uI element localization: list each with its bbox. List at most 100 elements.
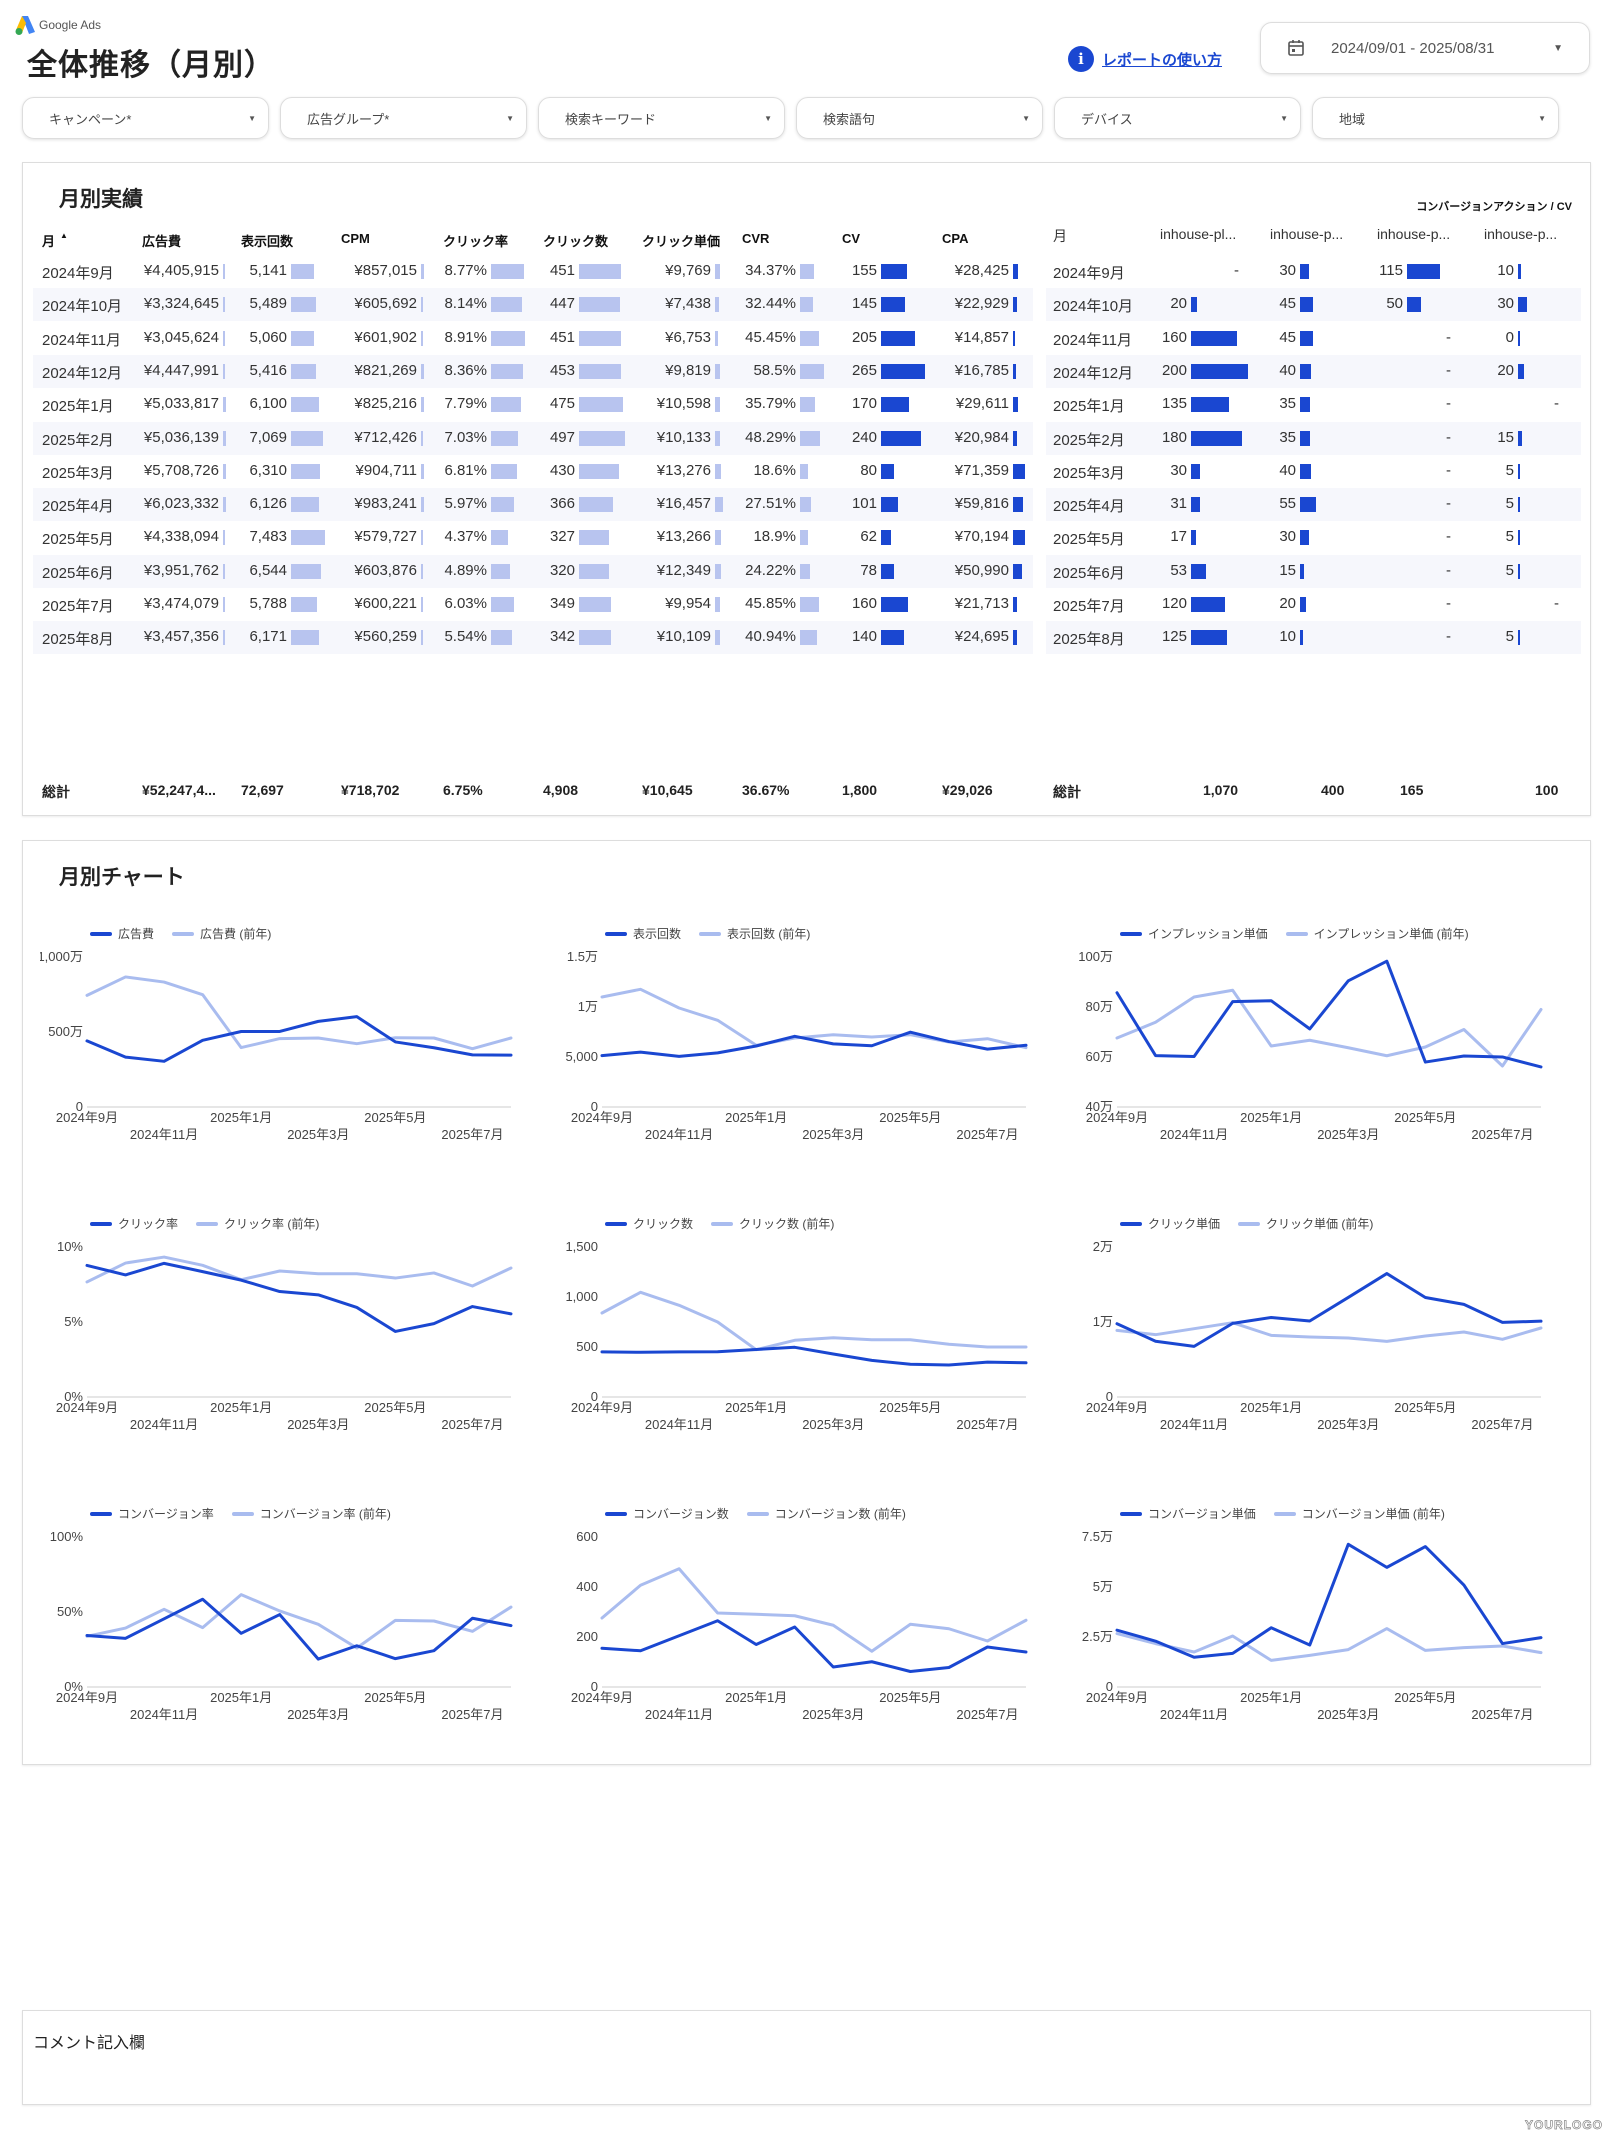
x-tick-label: 2025年3月 [1317, 1127, 1379, 1142]
legend-item[interactable]: 広告費 [90, 925, 154, 942]
comment-panel[interactable]: コメント記入欄 [22, 2010, 1591, 2105]
table-row-bg [1046, 554, 1581, 588]
chart-plot: 0 1万 2万 2024年9月 2024年11月 2025年1月 2025年3月 2025年5… [1086, 1239, 1543, 1432]
sort-asc-icon[interactable]: ▲ [60, 231, 68, 240]
column-header[interactable]: CVR [742, 231, 770, 246]
legend-item[interactable]: インプレッション単価 (前年) [1285, 925, 1469, 942]
legend-item[interactable]: クリック率 (前年) [196, 1215, 319, 1232]
filter-dropdown[interactable]: 検索キーワード ▼ [538, 97, 785, 139]
line-chart: コンバージョン単価 コンバージョン単価 (前年) 0 2.5万 5万 7.5万 2024年9… [1070, 1490, 1590, 1740]
value-cell: ¥9,954 [665, 595, 711, 612]
column-header[interactable]: クリック数 [543, 234, 609, 249]
data-bar [291, 264, 315, 279]
series-line-0 [85, 1597, 513, 1661]
value-cell: ¥5,033,817 [143, 395, 219, 413]
value-cell: ¥4,405,915 [143, 262, 219, 279]
help-link-text[interactable]: レポートの使い方 [1102, 51, 1223, 69]
x-tick-label: 2025年5月 [1394, 1400, 1456, 1415]
column-header[interactable]: クリック率 [443, 234, 509, 249]
legend-item[interactable]: クリック率 [90, 1215, 178, 1232]
column-header[interactable]: 表示回数 [241, 234, 294, 249]
column-header[interactable]: CPM [341, 231, 370, 246]
column-header[interactable]: CV [842, 231, 861, 246]
data-bar [1300, 463, 1312, 479]
filter-dropdown[interactable]: 検索語句 ▼ [796, 97, 1043, 139]
column-header[interactable]: クリック単価 [642, 234, 721, 249]
legend-item[interactable]: コンバージョン率 [90, 1505, 214, 1522]
x-tick-label: 2024年11月 [645, 1127, 713, 1142]
value-cell: 30 [1497, 295, 1514, 313]
value-cell: 135 [1161, 395, 1187, 413]
legend-item[interactable]: 表示回数 [605, 925, 681, 942]
value-cell: ¥50,990 [954, 561, 1009, 579]
y-tick-label: 100万 [1078, 949, 1113, 964]
filter-dropdown[interactable]: 広告グループ* ▼ [280, 97, 527, 139]
x-tick-label: 2024年9月 [571, 1400, 633, 1415]
column-header[interactable]: 月 [42, 234, 56, 249]
legend-item[interactable]: 広告費 (前年) [172, 925, 271, 942]
data-bar [223, 630, 225, 646]
value-cell: 5 [1505, 561, 1514, 579]
filter-dropdown[interactable]: 地域 ▼ [1312, 97, 1559, 139]
column-header[interactable]: 月 [1053, 228, 1067, 244]
data-bar [421, 630, 423, 646]
column-header[interactable]: inhouse-p... [1270, 226, 1344, 242]
y-tick-label: 7.5万 [1082, 1529, 1113, 1544]
month-cell: 2024年9月 [1053, 265, 1125, 282]
legend-item[interactable]: 表示回数 (前年) [699, 925, 810, 942]
chart-legend: コンバージョン率 コンバージョン率 (前年) [90, 1505, 401, 1522]
legend-item[interactable]: コンバージョン数 (前年) [746, 1505, 906, 1522]
value-cell: 160 [851, 595, 877, 612]
value-cell: 20 [1497, 361, 1514, 379]
legend-swatch [90, 1221, 112, 1226]
value-cell: 6,310 [249, 461, 287, 479]
data-bar [491, 297, 523, 313]
empty-cell: - [1554, 395, 1559, 413]
month-cell: 2025年4月 [1053, 498, 1125, 516]
value-cell: 349 [549, 595, 575, 612]
date-range-picker[interactable]: 2024/09/01 - 2025/08/31 ▼ [1260, 22, 1590, 74]
value-cell: ¥983,241 [354, 495, 417, 513]
help-link[interactable]: i レポートの使い方 [1068, 46, 1222, 72]
legend-swatch [1285, 931, 1308, 936]
month-cell: 2025年5月 [1053, 531, 1125, 549]
value-cell: 8.91% [444, 328, 487, 346]
legend-item[interactable]: クリック数 (前年) [711, 1215, 834, 1232]
value-cell: 453 [549, 361, 575, 379]
data-bar [881, 264, 907, 279]
filter-dropdown[interactable]: デバイス ▼ [1054, 97, 1301, 139]
data-bar [715, 563, 721, 579]
data-bar [881, 630, 905, 646]
data-bar [491, 563, 510, 579]
data-bar [223, 530, 226, 546]
data-bar [1013, 530, 1025, 546]
value-cell: 5,060 [249, 328, 287, 346]
data-bar [579, 597, 612, 612]
filter-dropdown[interactable]: キャンペーン* ▼ [22, 97, 269, 139]
legend-item[interactable]: クリック単価 (前年) [1238, 1215, 1373, 1232]
y-tick-label: 1,500 [565, 1239, 598, 1254]
x-tick-label: 2025年7月 [956, 1417, 1018, 1432]
column-header[interactable]: inhouse-p... [1377, 226, 1451, 242]
column-header[interactable]: inhouse-pl... [1160, 226, 1237, 242]
legend-swatch [196, 1221, 219, 1226]
legend-item[interactable]: コンバージョン率 (前年) [231, 1505, 391, 1522]
legend-item[interactable]: コンバージョン単価 [1120, 1505, 1256, 1522]
legend-item[interactable]: コンバージョン単価 (前年) [1273, 1505, 1445, 1522]
x-tick-label: 2025年7月 [956, 1707, 1018, 1722]
value-cell: 62 [860, 528, 877, 546]
column-header[interactable]: CPA [942, 231, 969, 246]
legend-item[interactable]: コンバージョン数 [605, 1505, 729, 1522]
value-cell: ¥3,324,645 [143, 295, 219, 313]
legend-item[interactable]: クリック単価 [1120, 1215, 1220, 1232]
month-cell: 2025年7月 [1053, 598, 1125, 615]
legend-item[interactable]: クリック数 [605, 1215, 693, 1232]
column-header[interactable]: inhouse-p... [1484, 226, 1558, 242]
legend-item[interactable]: インプレッション単価 [1120, 925, 1268, 942]
empty-cell: - [1446, 495, 1451, 513]
empty-cell: - [1446, 461, 1451, 479]
column-header[interactable]: 広告費 [142, 234, 182, 249]
x-tick-label: 2025年1月 [725, 1400, 787, 1415]
data-bar [881, 397, 910, 413]
empty-cell: - [1446, 561, 1451, 579]
